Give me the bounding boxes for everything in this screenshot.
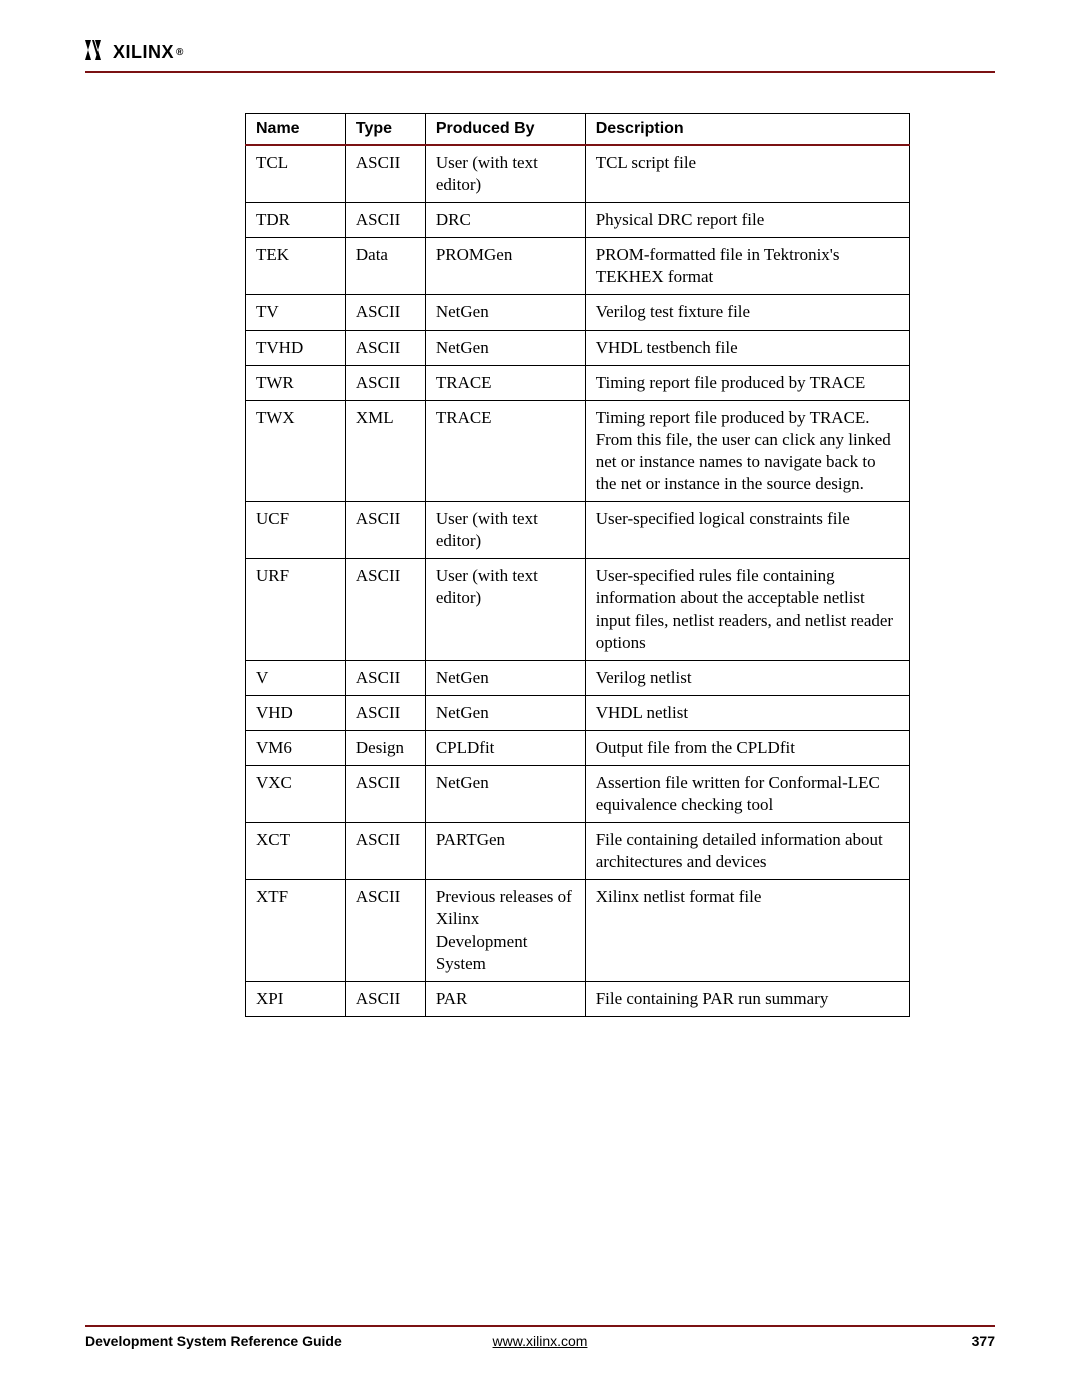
cell-type: ASCII [345,823,425,880]
cell-type: ASCII [345,765,425,822]
cell-type: ASCII [345,295,425,330]
table-row: URFASCIIUser (with text editor)User-spec… [246,559,910,660]
cell-description: PROM-formatted file in Tektronix's TEKHE… [585,238,909,295]
cell-produced-by: PAR [425,981,585,1016]
table-row: XCTASCIIPARTGenFile containing detailed … [246,823,910,880]
table-header-row: Name Type Produced By Description [246,114,910,146]
xilinx-logo: XILINX ® [85,40,183,65]
cell-produced-by: Previous releases of Xilinx Development … [425,880,585,981]
page-content: XILINX ® Name Type Produced By Descripti… [0,0,1080,1017]
cell-type: ASCII [345,203,425,238]
table-row: VASCIINetGenVerilog netlist [246,660,910,695]
cell-name: TEK [246,238,346,295]
table-row: TEKDataPROMGenPROM-formatted file in Tek… [246,238,910,295]
cell-produced-by: NetGen [425,765,585,822]
cell-produced-by: TRACE [425,400,585,501]
cell-type: ASCII [345,365,425,400]
cell-name: XCT [246,823,346,880]
cell-type: XML [345,400,425,501]
cell-produced-by: NetGen [425,295,585,330]
cell-description: User-specified logical constraints file [585,502,909,559]
cell-produced-by: TRACE [425,365,585,400]
cell-name: XPI [246,981,346,1016]
table-row: XPIASCIIPARFile containing PAR run summa… [246,981,910,1016]
table-row: XTFASCIIPrevious releases of Xilinx Deve… [246,880,910,981]
cell-description: Verilog netlist [585,660,909,695]
cell-produced-by: DRC [425,203,585,238]
cell-type: ASCII [345,502,425,559]
table-row: TWXXMLTRACETiming report file produced b… [246,400,910,501]
cell-description: Verilog test fixture file [585,295,909,330]
cell-type: ASCII [345,330,425,365]
file-types-table-container: Name Type Produced By Description TCLASC… [245,113,995,1017]
cell-produced-by: User (with text editor) [425,145,585,203]
cell-description: User-specified rules file containing inf… [585,559,909,660]
cell-name: TVHD [246,330,346,365]
cell-produced-by: NetGen [425,330,585,365]
cell-produced-by: CPLDfit [425,730,585,765]
cell-type: ASCII [345,145,425,203]
cell-description: File containing PAR run summary [585,981,909,1016]
cell-name: TWX [246,400,346,501]
table-row: VXCASCIINetGenAssertion file written for… [246,765,910,822]
table-row: VM6DesignCPLDfitOutput file from the CPL… [246,730,910,765]
cell-name: TDR [246,203,346,238]
cell-name: TWR [246,365,346,400]
cell-name: TCL [246,145,346,203]
table-row: TVHDASCIINetGenVHDL testbench file [246,330,910,365]
xilinx-logo-mark-icon [85,40,109,65]
cell-name: UCF [246,502,346,559]
footer-url: www.xilinx.com [493,1333,588,1349]
file-types-table: Name Type Produced By Description TCLASC… [245,113,910,1017]
page-footer: Development System Reference Guide www.x… [85,1325,995,1349]
col-header-produced-by: Produced By [425,114,585,146]
cell-name: URF [246,559,346,660]
page-header: XILINX ® [85,40,995,73]
cell-name: VM6 [246,730,346,765]
col-header-description: Description [585,114,909,146]
col-header-type: Type [345,114,425,146]
cell-type: ASCII [345,559,425,660]
cell-description: Timing report file produced by TRACE. Fr… [585,400,909,501]
footer-doc-title: Development System Reference Guide [85,1333,342,1349]
cell-name: VHD [246,695,346,730]
cell-description: Physical DRC report file [585,203,909,238]
cell-name: XTF [246,880,346,981]
cell-produced-by: PARTGen [425,823,585,880]
cell-description: Assertion file written for Conformal-LEC… [585,765,909,822]
cell-produced-by: User (with text editor) [425,502,585,559]
cell-description: TCL script file [585,145,909,203]
cell-type: ASCII [345,880,425,981]
cell-type: Data [345,238,425,295]
cell-name: V [246,660,346,695]
cell-description: VHDL netlist [585,695,909,730]
cell-name: VXC [246,765,346,822]
table-row: UCFASCIIUser (with text editor)User-spec… [246,502,910,559]
cell-type: ASCII [345,660,425,695]
cell-description: Xilinx netlist format file [585,880,909,981]
table-row: TCLASCIIUser (with text editor)TCL scrip… [246,145,910,203]
col-header-name: Name [246,114,346,146]
cell-produced-by: PROMGen [425,238,585,295]
table-row: TWRASCIITRACETiming report file produced… [246,365,910,400]
cell-description: VHDL testbench file [585,330,909,365]
cell-type: ASCII [345,981,425,1016]
table-row: TDRASCIIDRCPhysical DRC report file [246,203,910,238]
cell-produced-by: NetGen [425,660,585,695]
cell-type: ASCII [345,695,425,730]
table-row: TVASCIINetGenVerilog test fixture file [246,295,910,330]
registered-mark: ® [176,47,183,58]
cell-description: File containing detailed information abo… [585,823,909,880]
cell-description: Timing report file produced by TRACE [585,365,909,400]
cell-description: Output file from the CPLDfit [585,730,909,765]
xilinx-logo-text: XILINX [113,42,174,63]
cell-name: TV [246,295,346,330]
cell-produced-by: User (with text editor) [425,559,585,660]
cell-produced-by: NetGen [425,695,585,730]
footer-page-number: 377 [972,1333,995,1349]
cell-type: Design [345,730,425,765]
table-body: TCLASCIIUser (with text editor)TCL scrip… [246,145,910,1016]
table-row: VHDASCIINetGenVHDL netlist [246,695,910,730]
